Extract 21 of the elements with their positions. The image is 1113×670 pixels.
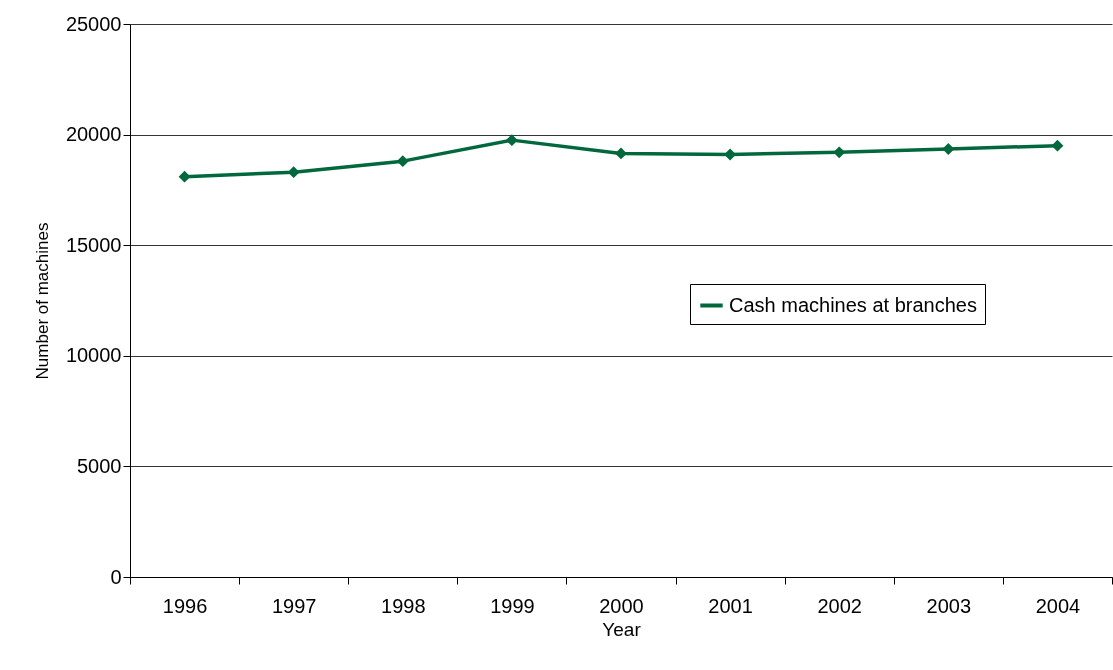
x-tick-label: 2002 [817, 594, 862, 617]
point [615, 147, 627, 160]
y-tick-label: 20000 [65, 123, 122, 146]
x-tick-label: 1997 [271, 594, 317, 617]
point [505, 134, 518, 147]
point [1051, 139, 1064, 152]
y-tick-label: 5000 [77, 454, 122, 477]
legend-label: Cash machines at branches [729, 293, 977, 316]
x-tick-label: 2004 [1035, 594, 1081, 617]
y-axis-title: Number of machines [32, 222, 52, 380]
y-tick-label: 0 [110, 565, 122, 588]
x-tick-label: 1999 [490, 594, 535, 617]
x-tick-label: 2001 [708, 594, 753, 617]
x-tick-label: 1996 [162, 594, 208, 617]
y-tick-label: 10000 [65, 344, 122, 367]
x-tick-label: 1998 [381, 594, 426, 617]
x-tick-label: 2000 [599, 594, 644, 617]
x-tick-label: 2003 [926, 594, 972, 617]
y-tick-label: 25000 [65, 12, 122, 35]
y-tick-label: 15000 [65, 233, 122, 256]
x-axis-title: Year [602, 618, 642, 640]
